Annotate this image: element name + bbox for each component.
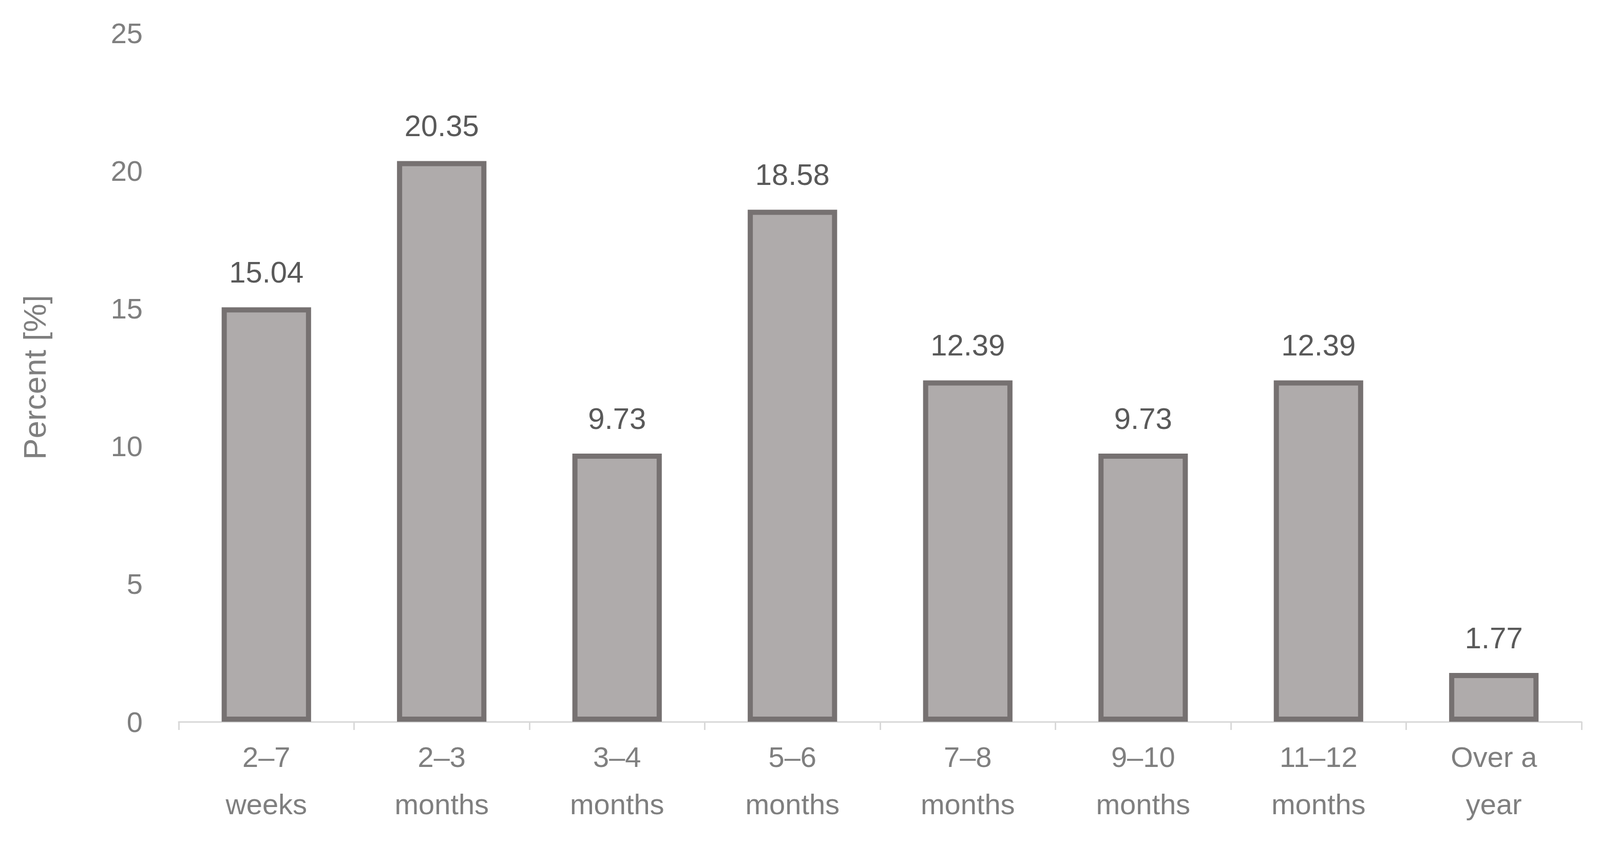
svg-text:months: months — [569, 787, 665, 821]
svg-text:3–4: 3–4 — [593, 740, 641, 773]
svg-text:15.04: 15.04 — [229, 255, 304, 289]
svg-text:9.73: 9.73 — [587, 401, 646, 435]
svg-text:10: 10 — [110, 429, 143, 463]
svg-text:5: 5 — [126, 567, 143, 600]
svg-text:year: year — [1465, 787, 1522, 821]
svg-text:9–10: 9–10 — [1111, 740, 1176, 773]
svg-text:9.73: 9.73 — [1114, 401, 1173, 435]
svg-text:2–3: 2–3 — [417, 740, 466, 773]
svg-text:12.39: 12.39 — [930, 328, 1005, 362]
svg-text:25: 25 — [110, 16, 143, 50]
svg-text:2–7: 2–7 — [242, 740, 291, 773]
svg-text:20: 20 — [110, 154, 143, 187]
svg-text:months: months — [920, 787, 1016, 821]
svg-text:months: months — [1095, 787, 1191, 821]
svg-text:months: months — [394, 787, 489, 821]
svg-text:Percent [%]: Percent [%] — [16, 294, 53, 460]
svg-text:months: months — [745, 787, 840, 821]
svg-text:11–12: 11–12 — [1279, 740, 1358, 773]
svg-text:months: months — [1271, 787, 1366, 821]
svg-text:18.58: 18.58 — [755, 157, 830, 192]
svg-text:Over a: Over a — [1450, 740, 1538, 773]
svg-text:weeks: weeks — [224, 787, 308, 821]
svg-text:20.35: 20.35 — [404, 108, 480, 143]
svg-text:1.77: 1.77 — [1464, 620, 1523, 655]
svg-text:15: 15 — [110, 292, 143, 325]
svg-text:0: 0 — [126, 705, 143, 738]
svg-text:7–8: 7–8 — [943, 740, 992, 773]
svg-text:5–6: 5–6 — [768, 740, 817, 773]
svg-text:12.39: 12.39 — [1281, 328, 1356, 362]
